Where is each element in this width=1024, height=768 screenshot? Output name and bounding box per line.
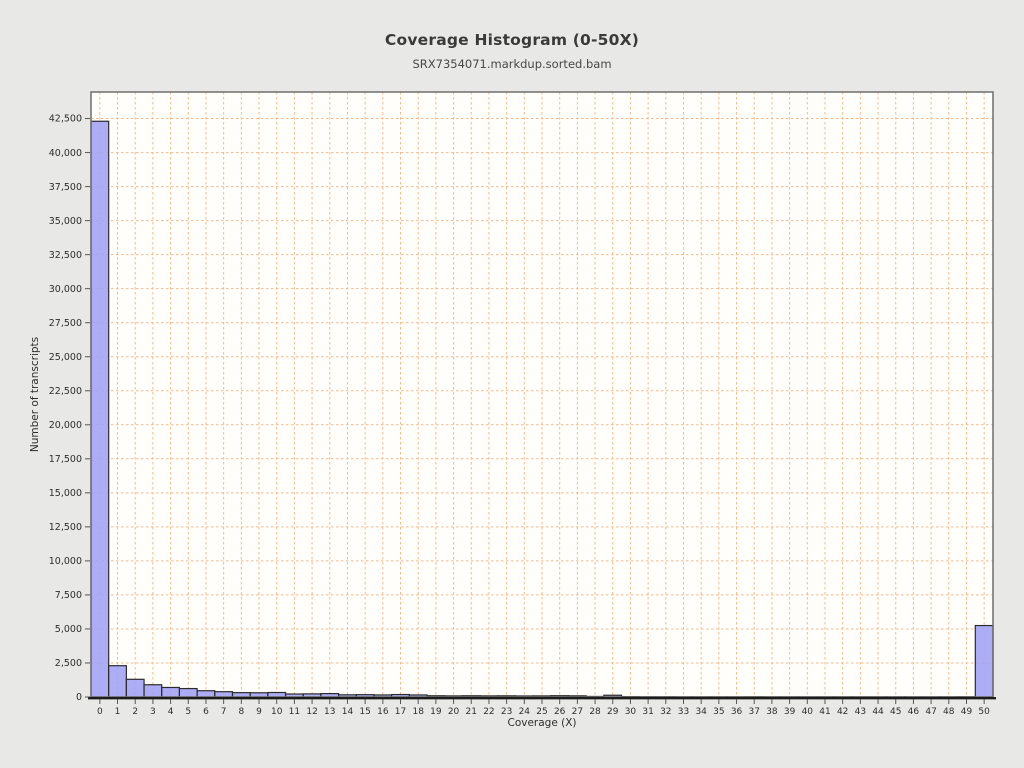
y-tick-label: 15,000 (49, 488, 82, 499)
x-tick-label: 38 (766, 707, 778, 717)
y-tick-label: 32,500 (49, 250, 82, 261)
y-tick-label: 25,000 (49, 352, 82, 363)
histogram-bar-3 (143, 684, 163, 698)
x-tick-label: 46 (908, 707, 920, 717)
y-tick-label: 0 (76, 692, 82, 703)
x-tick-label: 28 (589, 707, 601, 717)
y-tick-label: 37,500 (49, 182, 82, 193)
x-tick-label: 40 (802, 707, 814, 717)
x-tick-label: 32 (660, 707, 671, 717)
x-tick-label: 10 (271, 707, 283, 717)
y-tick-label: 12,500 (49, 522, 82, 533)
histogram-bar-6 (196, 690, 216, 698)
x-tick-label: 3 (150, 707, 156, 717)
x-tick-label: 15 (359, 707, 370, 717)
x-tick-label: 16 (377, 707, 389, 717)
x-tick-label: 7 (221, 707, 227, 717)
y-tick-label: 10,000 (49, 556, 82, 567)
x-tick-label: 30 (625, 707, 637, 717)
x-tick-label: 36 (731, 707, 743, 717)
x-tick-label: 21 (466, 707, 477, 717)
x-tick-label: 20 (448, 707, 460, 717)
x-tick-label: 33 (678, 707, 689, 717)
x-tick-label: 49 (961, 707, 973, 717)
x-tick-label: 23 (501, 707, 512, 717)
histogram-bar-1 (108, 665, 127, 698)
histogram-bar-50 (974, 624, 994, 698)
x-tick-label: 22 (483, 707, 494, 717)
x-tick-label: 45 (890, 707, 901, 717)
histogram-bar-2 (125, 678, 145, 698)
x-tick-label: 9 (256, 707, 262, 717)
x-tick-label: 6 (203, 707, 209, 717)
x-tick-label: 2 (132, 707, 138, 717)
x-axis-ticks: 0 1 2 3 4 5 6 7 8 9 10 11 12 13 14 15 16 17 18 19 20 21 22 23 24… (97, 699, 990, 717)
y-tick-label: 17,500 (49, 454, 82, 465)
histogram-bar-7 (214, 691, 234, 698)
x-tick-label: 48 (943, 707, 955, 717)
x-axis-title: Coverage (X) (507, 717, 576, 729)
y-tick-label: 35,000 (49, 216, 82, 227)
y-axis-ticks: 0 2,500 5,000 7,500 10,000 12,500 15,000 17,500… (49, 114, 90, 703)
x-tick-label: 8 (238, 707, 244, 717)
y-tick-label: 5,000 (55, 624, 82, 635)
x-tick-label: 29 (607, 707, 619, 717)
histogram-bar-0 (90, 120, 110, 698)
x-tick-label: 26 (554, 707, 566, 717)
y-tick-label: 20,000 (49, 420, 82, 431)
y-tick-label: 27,500 (49, 318, 82, 329)
x-tick-label: 25 (536, 707, 547, 717)
x-tick-label: 13 (324, 707, 335, 717)
x-tick-label: 4 (168, 707, 174, 717)
x-tick-label: 11 (289, 707, 300, 717)
y-tick-label: 7,500 (55, 590, 82, 601)
x-tick-label: 39 (784, 707, 796, 717)
x-tick-label: 35 (713, 707, 724, 717)
x-tick-label: 27 (572, 707, 583, 717)
x-tick-label: 50 (978, 707, 990, 717)
x-tick-label: 31 (642, 707, 653, 717)
y-tick-label: 30,000 (49, 284, 82, 295)
y-axis-title: Number of transcripts (29, 337, 41, 452)
x-tick-label: 17 (395, 707, 406, 717)
x-tick-label: 37 (749, 707, 760, 717)
x-tick-label: 42 (837, 707, 848, 717)
y-tick-label: 22,500 (49, 386, 82, 397)
x-tick-label: 24 (519, 707, 531, 717)
x-tick-label: 12 (306, 707, 317, 717)
x-tick-label: 47 (925, 707, 936, 717)
gridlines (91, 92, 993, 697)
histogram-bar-5 (178, 687, 198, 698)
chart-subtitle: SRX7354071.markdup.sorted.bam (412, 57, 612, 71)
x-tick-label: 19 (430, 707, 442, 717)
x-tick-label: 5 (185, 707, 191, 717)
histogram-bar-4 (161, 686, 181, 698)
x-tick-label: 34 (695, 707, 707, 717)
x-tick-label: 43 (855, 707, 866, 717)
chart-title: Coverage Histogram (0-50X) (384, 31, 640, 49)
x-tick-label: 18 (412, 707, 424, 717)
y-tick-label: 2,500 (55, 658, 82, 669)
x-tick-label: 0 (97, 707, 103, 717)
x-tick-label: 14 (342, 707, 354, 717)
y-tick-label: 40,000 (49, 148, 82, 159)
x-tick-label: 1 (115, 707, 121, 717)
x-tick-label: 44 (872, 707, 884, 717)
y-tick-label: 42,500 (49, 114, 82, 125)
x-tick-label: 41 (819, 707, 830, 717)
